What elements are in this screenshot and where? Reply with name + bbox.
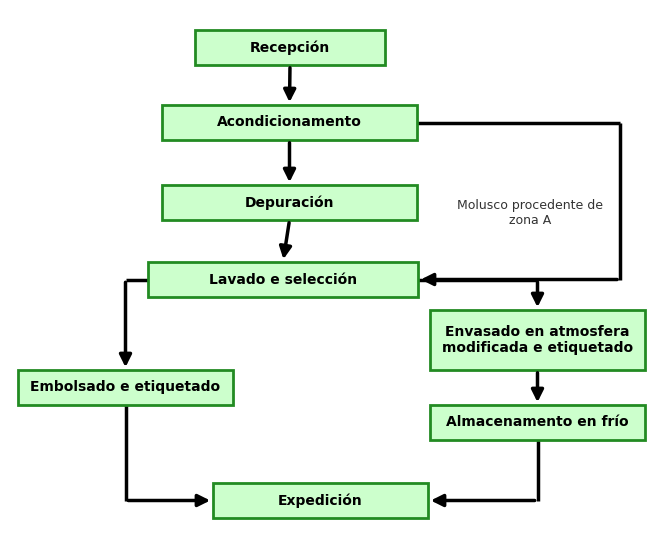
Text: Almacenamento en frío: Almacenamento en frío	[446, 415, 629, 430]
Text: Molusco procedente de
zona A: Molusco procedente de zona A	[457, 199, 603, 227]
Bar	[148, 262, 418, 297]
Bar	[430, 310, 645, 370]
Text: Depuración: Depuración	[245, 195, 334, 210]
Text: Lavado e selección: Lavado e selección	[209, 273, 357, 286]
Bar	[195, 30, 385, 65]
Bar	[162, 105, 417, 140]
Text: Recepción: Recepción	[250, 40, 330, 55]
Text: Acondicionamento: Acondicionamento	[217, 116, 362, 129]
Bar	[213, 483, 428, 518]
Bar	[18, 370, 233, 405]
Text: Embolsado e etiquetado: Embolsado e etiquetado	[30, 380, 221, 394]
Text: Expedición: Expedición	[278, 493, 363, 508]
Bar	[162, 185, 417, 220]
Text: Envasado en atmosfera
modificada e etiquetado: Envasado en atmosfera modificada e etiqu…	[442, 325, 633, 355]
Bar	[430, 405, 645, 440]
